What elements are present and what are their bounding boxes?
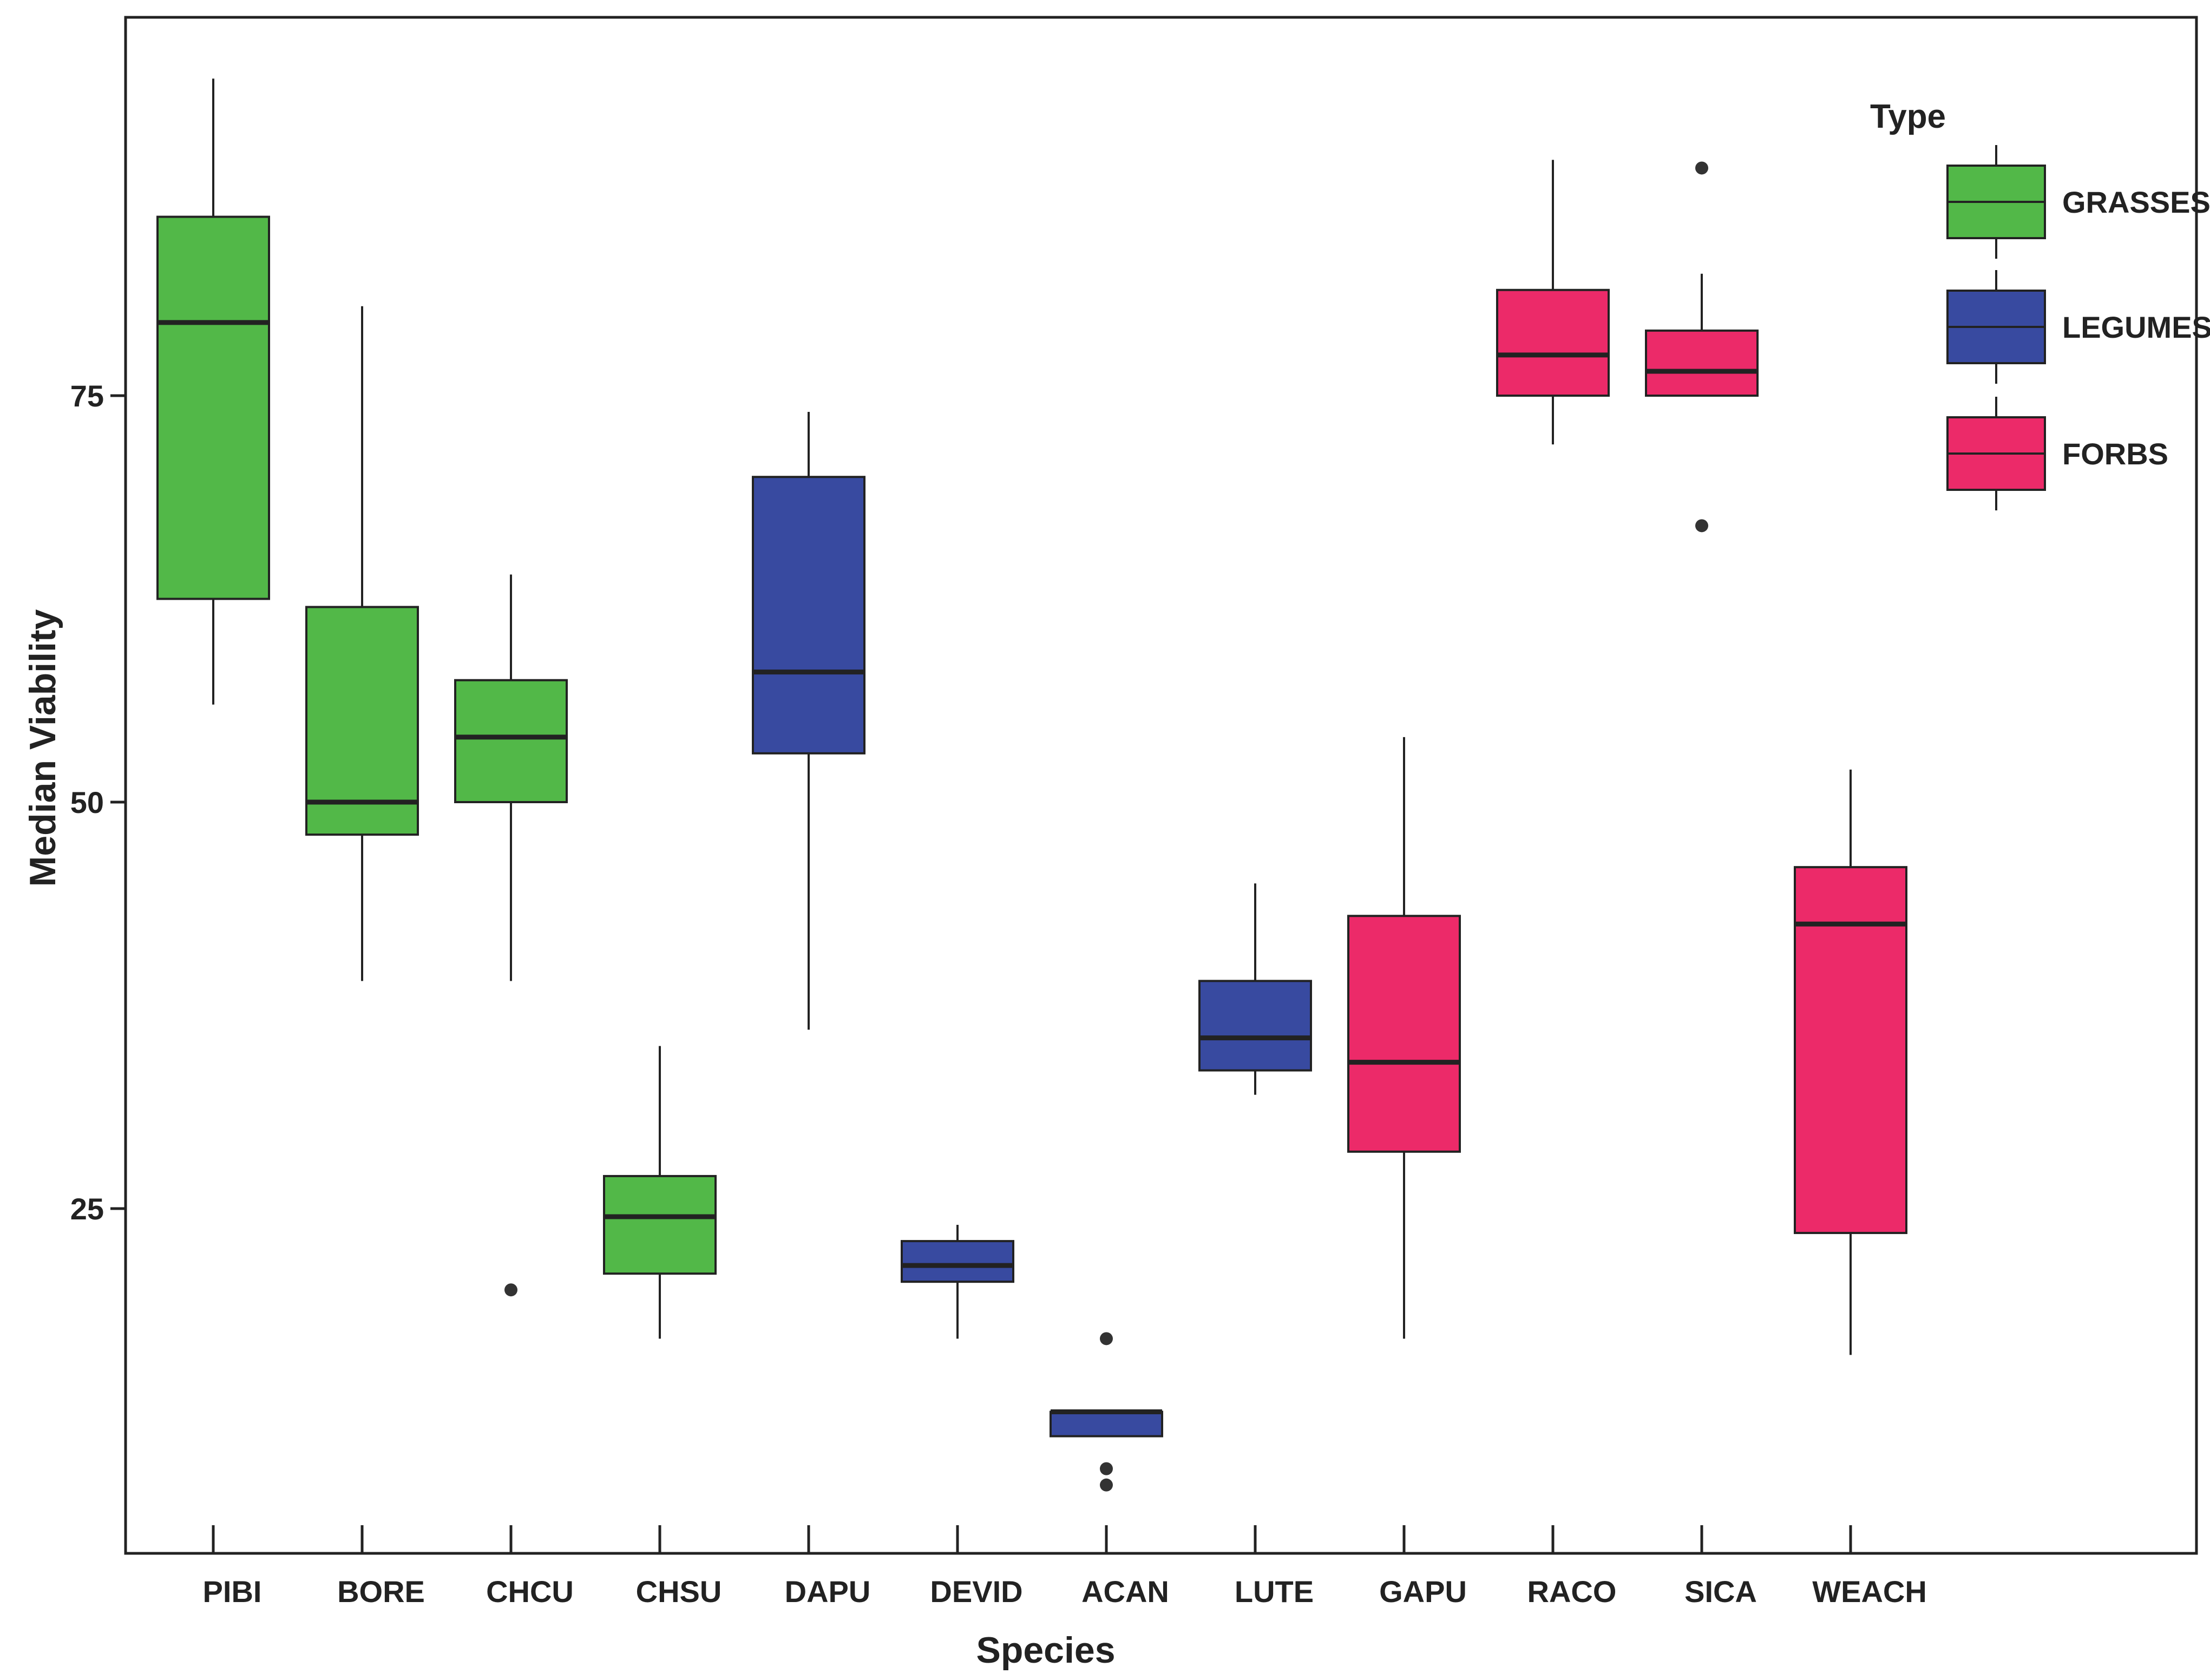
x-tick-label: CHSU xyxy=(636,1574,722,1609)
outlier-point xyxy=(504,1283,517,1297)
legend-entry-forbs: FORBS xyxy=(1946,397,2168,510)
x-axis: PIBI BORE CHCU CHSU DAPU DEVID ACAN LUTE GAPU RAC… xyxy=(203,1525,1927,1609)
box-devid xyxy=(901,1225,1014,1339)
box-lute xyxy=(1198,883,1312,1095)
iqr-box xyxy=(454,679,568,803)
iqr-box xyxy=(1050,1410,1163,1438)
y-axis: 25 50 75 xyxy=(70,379,126,1226)
box-acan xyxy=(1050,1332,1163,1492)
iqr-box xyxy=(156,215,270,600)
legend-entry-legumes: LEGUMES xyxy=(1946,270,2210,384)
x-tick-label: SICA xyxy=(1684,1574,1757,1609)
iqr-box xyxy=(1794,866,1907,1235)
x-tick-label: DEVID xyxy=(930,1574,1022,1609)
x-tick-label: ACAN xyxy=(1081,1574,1169,1609)
legend-label: FORBS xyxy=(2062,437,2168,471)
x-tick-label: LUTE xyxy=(1235,1574,1314,1609)
iqr-box xyxy=(752,476,865,754)
box-dapu xyxy=(752,412,865,1030)
legend-title: Type xyxy=(1870,98,1946,135)
plot-frame xyxy=(124,16,2198,1555)
x-tick-label: PIBI xyxy=(203,1574,262,1609)
iqr-box xyxy=(1645,329,1759,397)
box-sica xyxy=(1645,161,1759,533)
box-weach xyxy=(1794,769,1907,1355)
x-tick-label: GAPU xyxy=(1379,1574,1467,1609)
box-raco xyxy=(1496,160,1610,445)
outlier-point xyxy=(1695,519,1708,533)
x-tick-label: RACO xyxy=(1527,1574,1617,1609)
outlier-point xyxy=(1100,1462,1113,1475)
iqr-box xyxy=(603,1174,717,1275)
outlier-point xyxy=(1100,1478,1113,1492)
legend-label: LEGUMES xyxy=(2062,310,2210,344)
outlier-point xyxy=(1695,161,1708,175)
iqr-box xyxy=(1496,288,1610,397)
box-series xyxy=(156,78,1907,1492)
box-gapu xyxy=(1347,737,1461,1339)
x-tick-label: WEACH xyxy=(1812,1574,1927,1609)
x-tick-label: BORE xyxy=(337,1574,425,1609)
legend-label: GRASSES xyxy=(2062,185,2210,219)
legend-entry-grasses: GRASSES xyxy=(1946,145,2210,259)
box-bore xyxy=(305,306,419,981)
x-tick-label: CHCU xyxy=(486,1574,574,1609)
y-tick-label: 50 xyxy=(70,785,104,819)
y-tick-label: 75 xyxy=(70,379,104,413)
legend: Type GRASSES LEGUMES FORBS xyxy=(1870,98,2210,510)
iqr-box xyxy=(901,1240,1014,1283)
iqr-box xyxy=(1198,980,1312,1072)
box-chcu xyxy=(454,574,568,1297)
x-axis-title: Species xyxy=(976,1630,1115,1671)
y-tick-label: 25 xyxy=(70,1192,104,1226)
iqr-box xyxy=(305,606,419,836)
box-chsu xyxy=(603,1046,717,1339)
outlier-point xyxy=(1100,1332,1113,1346)
x-tick-label: DAPU xyxy=(785,1574,871,1609)
iqr-box xyxy=(1347,915,1461,1153)
box-pibi xyxy=(156,78,270,705)
y-axis-title: Median Viability xyxy=(22,609,63,887)
